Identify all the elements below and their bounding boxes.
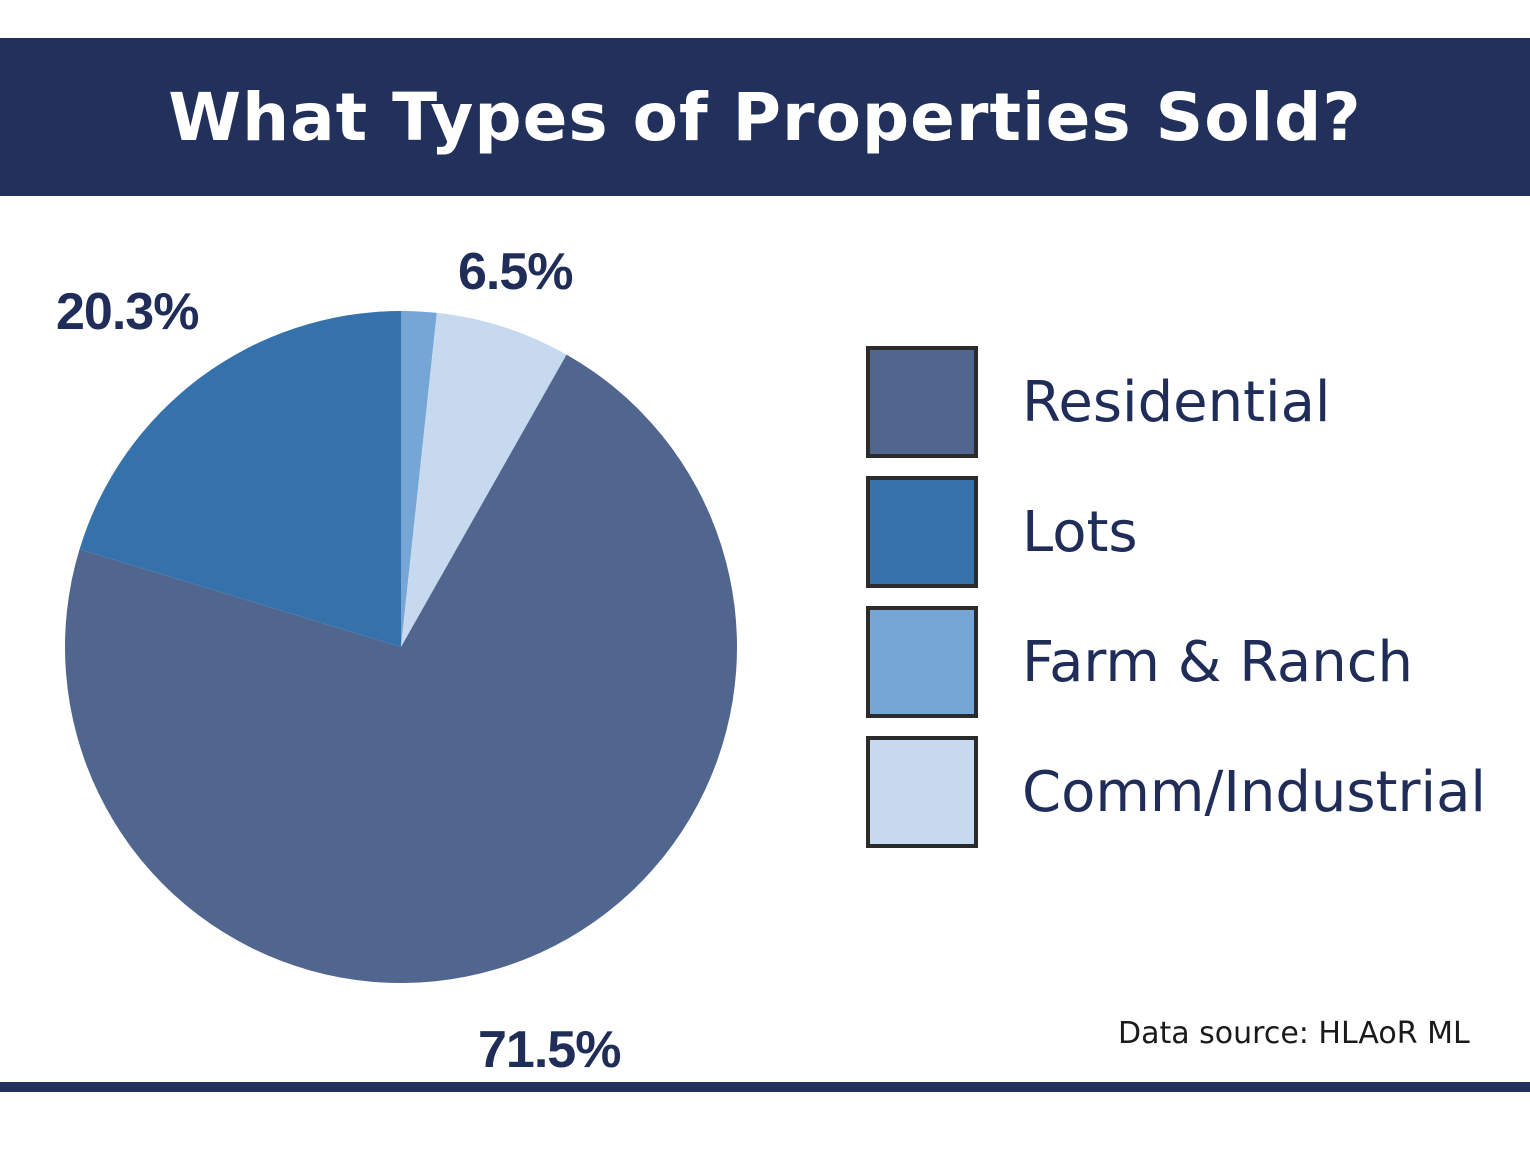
- legend-label: Residential: [1022, 370, 1331, 435]
- title-banner: What Types of Properties Sold?: [0, 38, 1530, 196]
- slice-lots: [79, 311, 402, 647]
- chart-title: What Types of Properties Sold?: [168, 78, 1362, 156]
- label-lots: 20.3%: [56, 283, 199, 341]
- swatch-comm-industrial: [866, 736, 978, 848]
- legend-label: Farm & Ranch: [1022, 630, 1414, 695]
- data-source: Data source: HLAoR ML: [1118, 1016, 1470, 1051]
- label-comm-industrial: 6.5%: [458, 243, 574, 301]
- bottom-rule: [0, 1082, 1530, 1092]
- slice-residential: [65, 354, 738, 983]
- slice-comm-industrial: [401, 312, 567, 647]
- label-residential: 71.5%: [478, 1021, 621, 1079]
- swatch-residential: [866, 346, 978, 458]
- legend-label: Lots: [1022, 500, 1138, 565]
- legend-label: Comm/Industrial: [1022, 760, 1486, 825]
- swatch-lots: [866, 476, 978, 588]
- slice-farm-ranch: [401, 311, 437, 647]
- swatch-farm-ranch: [866, 606, 978, 718]
